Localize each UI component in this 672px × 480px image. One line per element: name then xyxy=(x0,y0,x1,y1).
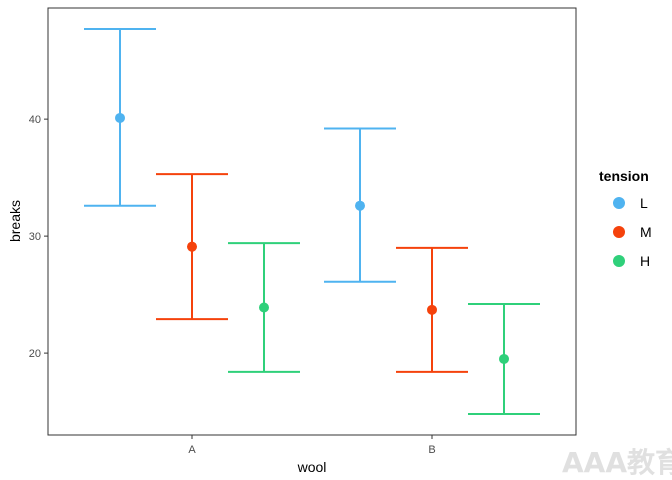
y-tick-label: 30 xyxy=(29,231,41,243)
x-tick-label: B xyxy=(428,444,435,456)
mean-point xyxy=(355,200,365,211)
mean-point xyxy=(499,353,509,364)
y-axis-title: breaks xyxy=(7,200,23,242)
legend-title: tension xyxy=(599,168,649,184)
y-tick-label: 40 xyxy=(29,114,41,126)
x-axis-title: wool xyxy=(297,459,327,475)
y-axis: 20 30 40 xyxy=(29,114,48,360)
legend: tension LMH xyxy=(599,168,652,269)
mean-point xyxy=(115,112,125,123)
legend-key xyxy=(613,255,625,267)
y-tick-label: 20 xyxy=(29,348,41,360)
errorbar-H-B xyxy=(468,302,540,415)
mean-point xyxy=(187,241,197,252)
legend-label: H xyxy=(640,253,650,269)
plot-panel xyxy=(47,7,577,436)
legend-item-H: H xyxy=(613,253,650,269)
errorbar-H-A xyxy=(228,242,300,373)
legend-key xyxy=(613,226,625,238)
legend-key xyxy=(613,197,625,209)
errorbar-M-B xyxy=(396,246,468,373)
chart-marks xyxy=(84,28,540,415)
legend-item-L: L xyxy=(613,195,648,211)
errorbar-L-B xyxy=(324,127,396,283)
legend-item-M: M xyxy=(613,224,652,240)
mean-point xyxy=(259,302,269,313)
errorbar-L-A xyxy=(84,28,156,207)
x-tick-label: A xyxy=(188,444,196,456)
legend-label: M xyxy=(640,224,652,240)
errorbar-M-A xyxy=(156,173,228,321)
legend-label: L xyxy=(640,195,648,211)
watermark-logo: AAA教育 xyxy=(562,446,672,479)
mean-point xyxy=(427,304,437,315)
